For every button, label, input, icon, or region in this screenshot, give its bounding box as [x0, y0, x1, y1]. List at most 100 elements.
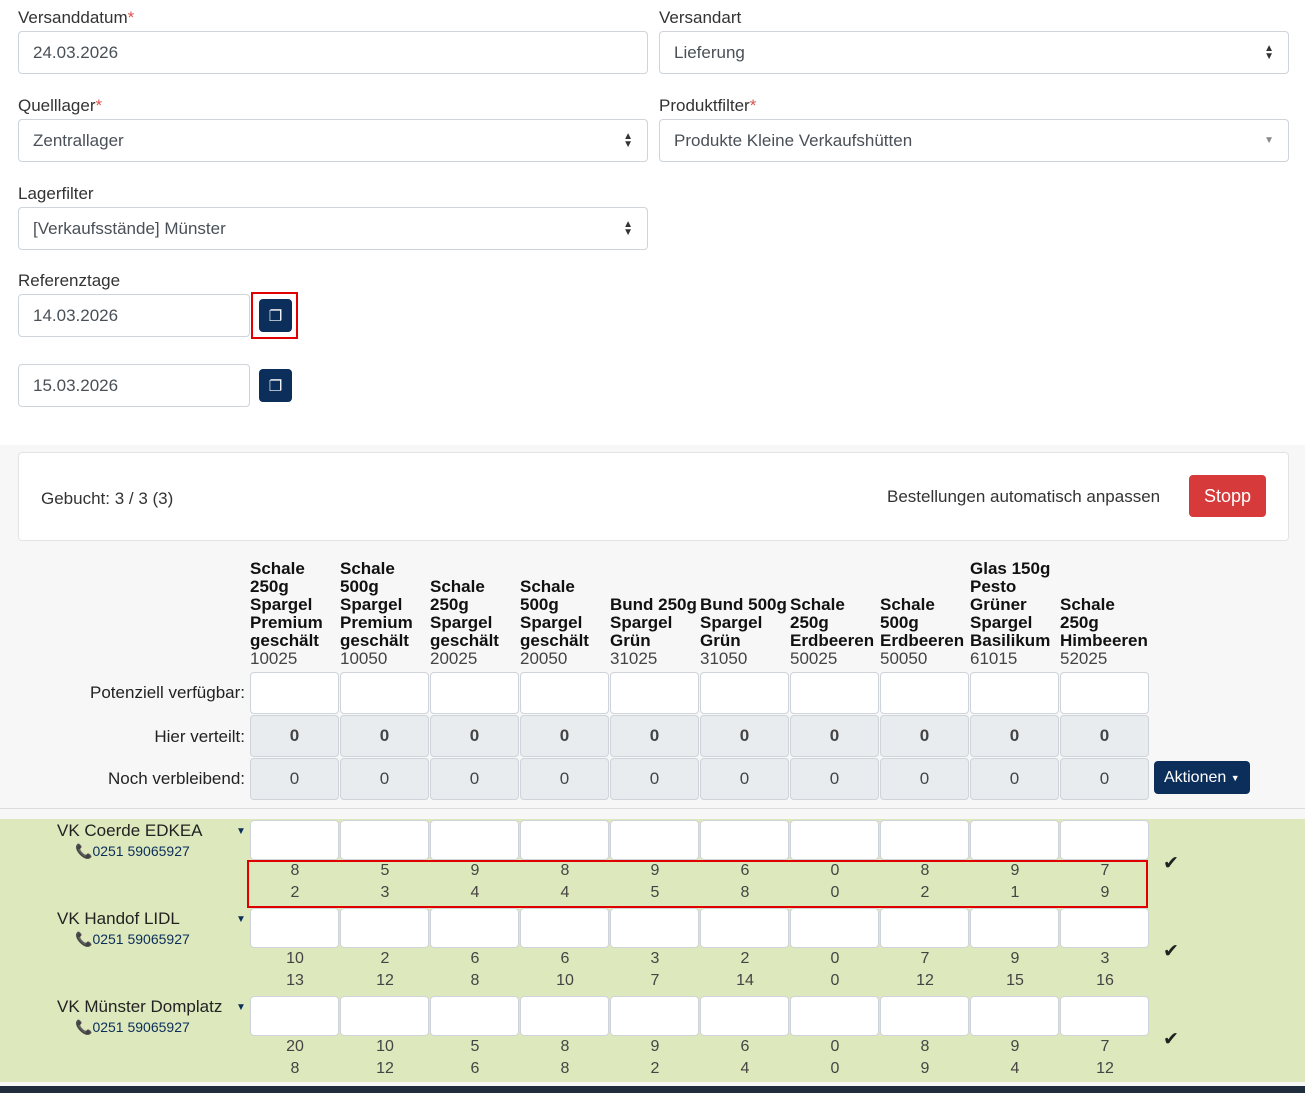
product-code: 20050	[520, 649, 568, 668]
reference-value-2: 8	[740, 884, 750, 901]
store-phone[interactable]: 📞0251 59065927	[75, 843, 190, 859]
order-input[interactable]	[880, 820, 969, 860]
reference-value-2: 7	[650, 972, 660, 989]
potenziell-input[interactable]	[520, 672, 609, 714]
verbleibend-value: 0	[430, 758, 519, 800]
product-code: 20025	[430, 649, 478, 668]
product-name: Schale 500g Spargel Premium geschält	[340, 559, 413, 650]
reference-value-2: 10	[556, 972, 574, 989]
order-input[interactable]	[520, 996, 609, 1036]
order-input[interactable]	[430, 996, 519, 1036]
product-header: Schale 500g Spargel Premium geschält 1005…	[340, 560, 430, 668]
reference-value-2: 0	[830, 972, 840, 989]
order-input[interactable]	[1060, 996, 1149, 1036]
order-input[interactable]	[430, 908, 519, 948]
referenztag-input-2[interactable]: 15.03.2026	[18, 364, 250, 407]
copy-button-2[interactable]: ❐	[259, 369, 292, 402]
order-input[interactable]	[790, 908, 879, 948]
reference-value-1: 6	[740, 862, 750, 879]
potenziell-input[interactable]	[1060, 672, 1149, 714]
copy-icon: ❐	[268, 377, 283, 395]
product-code: 52025	[1060, 649, 1108, 668]
order-input[interactable]	[250, 820, 339, 860]
verteilt-value: 0	[700, 715, 789, 757]
phone-icon: 📞	[75, 1019, 93, 1035]
versandart-select[interactable]: Lieferung ▲ ▼	[659, 31, 1289, 74]
reference-value-1: 7	[1100, 862, 1110, 879]
check-icon[interactable]: ✔	[1163, 1029, 1179, 1050]
order-input[interactable]	[610, 820, 699, 860]
verteilt-value: 0	[610, 715, 699, 757]
potenziell-input[interactable]	[880, 672, 969, 714]
order-input[interactable]	[610, 996, 699, 1036]
store-dropdown-caret-icon[interactable]: ▼	[236, 1002, 246, 1013]
phone-icon: 📞	[75, 843, 93, 859]
order-input[interactable]	[1060, 820, 1149, 860]
store-phone[interactable]: 📞0251 59065927	[75, 931, 190, 947]
referenztag-input-1[interactable]: 14.03.2026	[18, 294, 250, 337]
reference-value-2: 2	[650, 1060, 660, 1077]
verbleibend-value: 0	[700, 758, 789, 800]
store-phone[interactable]: 📞0251 59065927	[75, 1019, 190, 1035]
status-card: Gebucht: 3 / 3 (3) Bestellungen automati…	[18, 452, 1289, 541]
potenziell-input[interactable]	[430, 672, 519, 714]
order-input[interactable]	[340, 820, 429, 860]
sort-arrows-icon: ▲ ▼	[623, 218, 633, 238]
order-input[interactable]	[610, 908, 699, 948]
potenziell-input[interactable]	[610, 672, 699, 714]
check-icon[interactable]: ✔	[1163, 853, 1179, 874]
order-input[interactable]	[790, 820, 879, 860]
stop-button[interactable]: Stopp	[1189, 475, 1267, 517]
order-input[interactable]	[970, 820, 1059, 860]
verbleibend-value: 0	[610, 758, 699, 800]
copy-icon: ❐	[268, 307, 283, 325]
order-input[interactable]	[340, 996, 429, 1036]
reference-value-2: 9	[920, 1060, 930, 1077]
potenziell-input[interactable]	[790, 672, 879, 714]
order-input[interactable]	[880, 996, 969, 1036]
product-header: Schale 500g Spargel geschält 20050	[520, 578, 610, 668]
quelllager-select[interactable]: Zentrallager ▲ ▼	[18, 119, 648, 162]
reference-value-1: 6	[740, 1038, 750, 1055]
order-input[interactable]	[250, 996, 339, 1036]
potenziell-input[interactable]	[340, 672, 429, 714]
store-dropdown-caret-icon[interactable]: ▼	[236, 826, 246, 837]
order-input[interactable]	[970, 996, 1059, 1036]
order-input[interactable]	[1060, 908, 1149, 948]
order-input[interactable]	[970, 908, 1059, 948]
reference-value-1: 8	[560, 862, 570, 879]
order-input[interactable]	[520, 908, 609, 948]
product-code: 10025	[250, 649, 298, 668]
order-input[interactable]	[700, 996, 789, 1036]
aktionen-button[interactable]: Aktionen ▼	[1154, 761, 1250, 794]
reference-value-2: 2	[920, 884, 930, 901]
potenziell-input[interactable]	[700, 672, 789, 714]
product-header: Schale 250g Erdbeeren 50025	[790, 596, 880, 668]
verteilt-value: 0	[1060, 715, 1149, 757]
copy-button-1[interactable]: ❐	[259, 299, 292, 332]
sort-arrows-icon: ▲ ▼	[623, 130, 633, 150]
order-input[interactable]	[700, 908, 789, 948]
reference-value-1: 8	[920, 862, 930, 879]
order-input[interactable]	[880, 908, 969, 948]
order-input[interactable]	[430, 820, 519, 860]
order-input[interactable]	[700, 820, 789, 860]
caret-down-icon: ▼	[1264, 134, 1274, 146]
product-code: 10050	[340, 649, 388, 668]
check-icon[interactable]: ✔	[1163, 941, 1179, 962]
verteilt-value: 0	[520, 715, 609, 757]
order-input[interactable]	[520, 820, 609, 860]
product-header: Schale 250g Himbeeren 52025	[1060, 596, 1150, 668]
reference-value-1: 10	[286, 950, 304, 967]
produktfilter-select[interactable]: Produkte Kleine Verkaufshütten ▼	[659, 119, 1289, 162]
order-input[interactable]	[790, 996, 879, 1036]
versanddatum-input[interactable]: 24.03.2026	[18, 31, 648, 74]
order-input[interactable]	[340, 908, 429, 948]
caret-down-icon: ▼	[1230, 772, 1240, 783]
store-dropdown-caret-icon[interactable]: ▼	[236, 914, 246, 925]
lagerfilter-select[interactable]: [Verkaufsstände] Münster ▲ ▼	[18, 207, 648, 250]
order-input[interactable]	[250, 908, 339, 948]
verbleibend-value: 0	[880, 758, 969, 800]
potenziell-input[interactable]	[970, 672, 1059, 714]
potenziell-input[interactable]	[250, 672, 339, 714]
